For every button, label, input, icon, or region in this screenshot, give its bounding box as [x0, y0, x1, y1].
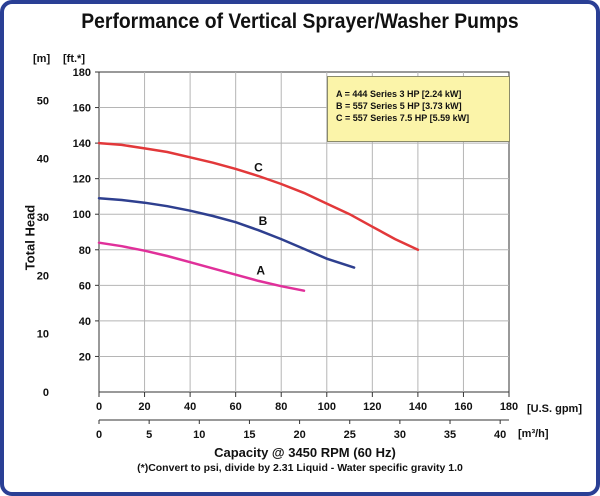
x-tick-label: 80 [275, 401, 287, 413]
x-tick-label: 140 [409, 401, 427, 413]
x-tick-label: 0 [96, 401, 102, 413]
x-tick-label: 180 [500, 401, 518, 413]
x-tick-label: 120 [363, 401, 381, 413]
series-label-c: C [254, 161, 263, 175]
legend-box: A = 444 Series 3 HP [2.24 kW] B = 557 Se… [327, 76, 510, 142]
x-bottom-unit: [m³/h] [518, 428, 549, 440]
series-line-a [97, 241, 306, 292]
footnote: (*)Convert to psi, divide by 2.31 Liquid… [137, 462, 463, 474]
x-tick-label: 160 [454, 401, 472, 413]
chart-title: Performance of Vertical Sprayer/Washer P… [81, 10, 519, 33]
legend-entry-c: C = 557 Series 7.5 HP [5.59 kW] [336, 113, 470, 123]
y-secondary-tick-label: 50 [37, 95, 49, 107]
y-tick-label: 180 [73, 67, 91, 79]
x-secondary-tick-label: 20 [293, 429, 305, 441]
y-secondary-tick-label: 40 [37, 154, 49, 166]
y-secondary-tick-label: 0 [43, 387, 49, 399]
series-line-c [97, 141, 420, 252]
x-tick-label: 20 [138, 401, 150, 413]
x-tick-label: 60 [230, 401, 242, 413]
y-tick-label: 100 [73, 209, 91, 221]
x-tick-label: 40 [184, 401, 196, 413]
x-secondary-tick-label: 15 [243, 429, 255, 441]
y-tick-label: 20 [79, 351, 91, 363]
y-tick-label: 160 [73, 103, 91, 115]
series-line-b [97, 196, 356, 269]
y-tick-label: 80 [79, 245, 91, 257]
x-secondary-tick-label: 0 [96, 429, 102, 441]
x-secondary-tick-label: 10 [193, 429, 205, 441]
series-label-b: B [259, 214, 268, 228]
legend-entry-a: A = 444 Series 3 HP [2.24 kW] [336, 89, 462, 99]
y-tick-label: 140 [73, 138, 91, 150]
y-right-unit: [ft.*] [63, 53, 85, 65]
y-tick-label: 60 [79, 280, 91, 292]
x-secondary-tick-label: 5 [146, 429, 152, 441]
legend-entry-b: B = 557 Series 5 HP [3.73 kW] [336, 101, 462, 111]
y-secondary-tick-label: 20 [37, 270, 49, 282]
x-secondary-tick-label: 25 [344, 429, 356, 441]
x-secondary-tick-label: 30 [394, 429, 406, 441]
y-secondary-tick-label: 30 [37, 212, 49, 224]
x-secondary-tick-label: 35 [444, 429, 456, 441]
y-tick-label: 40 [79, 316, 91, 328]
y-tick-label: 120 [73, 174, 91, 186]
x-top-unit: [U.S. gpm] [527, 403, 582, 415]
x-secondary-tick-label: 40 [494, 429, 506, 441]
y-secondary-tick-label: 10 [37, 329, 49, 341]
x-axis-title: Capacity @ 3450 RPM (60 Hz) [214, 445, 396, 460]
x-tick-label: 100 [318, 401, 336, 413]
series-label-a: A [256, 264, 265, 278]
y-left-unit: [m] [33, 53, 51, 65]
